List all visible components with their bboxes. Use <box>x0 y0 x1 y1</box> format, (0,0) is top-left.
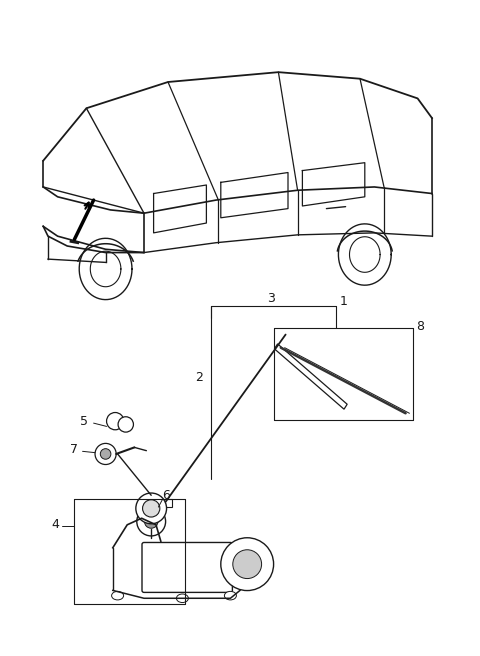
Circle shape <box>221 538 274 590</box>
Circle shape <box>137 507 166 536</box>
Circle shape <box>95 443 116 464</box>
Circle shape <box>100 449 111 459</box>
Text: 1: 1 <box>339 295 347 308</box>
Text: 7: 7 <box>71 443 78 456</box>
Text: 8: 8 <box>416 320 424 333</box>
Text: 4: 4 <box>51 518 59 531</box>
Text: 2: 2 <box>195 371 203 384</box>
Polygon shape <box>275 344 347 409</box>
Ellipse shape <box>224 592 236 600</box>
Circle shape <box>233 550 262 579</box>
Circle shape <box>118 417 133 432</box>
Bar <box>159 499 172 507</box>
Circle shape <box>144 515 158 528</box>
Text: 6: 6 <box>162 489 169 502</box>
Ellipse shape <box>177 594 188 603</box>
Circle shape <box>143 500 160 517</box>
Circle shape <box>107 413 124 430</box>
Text: 5: 5 <box>80 415 88 428</box>
Text: 3: 3 <box>267 292 275 305</box>
FancyBboxPatch shape <box>142 543 232 592</box>
Circle shape <box>136 493 167 523</box>
Ellipse shape <box>111 592 124 600</box>
